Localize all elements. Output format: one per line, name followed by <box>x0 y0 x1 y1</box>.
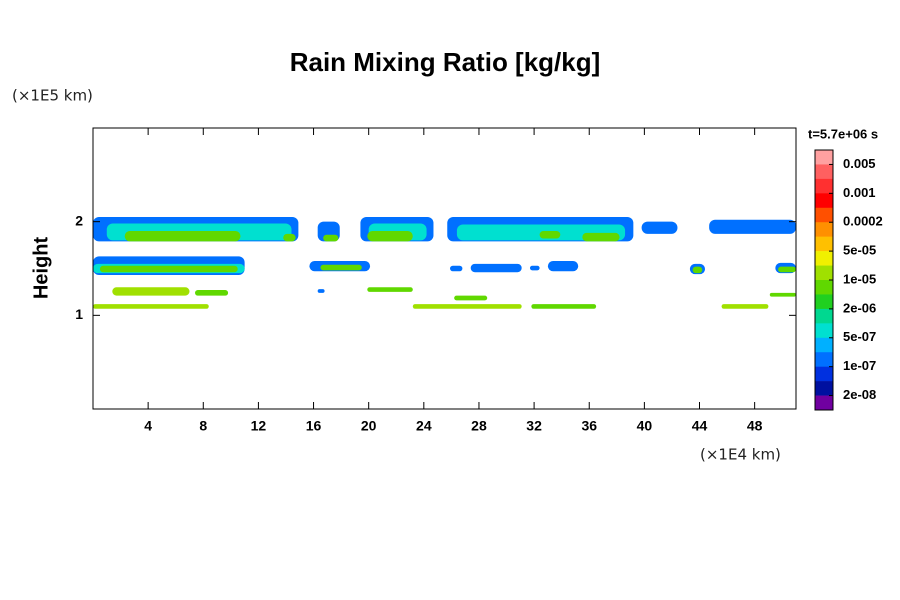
x-tick-label: 8 <box>199 418 207 434</box>
x-unit: (×1E4 km) <box>700 446 781 464</box>
colorbar-box <box>815 222 833 237</box>
contour-cell <box>195 290 229 296</box>
colorbar-label: 1e-07 <box>843 358 876 373</box>
colorbar-box <box>815 366 833 382</box>
colorbar-box <box>815 193 833 209</box>
contour-cell <box>547 261 579 272</box>
colorbar-label: 2e-06 <box>843 300 876 315</box>
y-tick-label: 2 <box>75 212 83 228</box>
contour-cell <box>99 265 238 273</box>
colorbar-label: 2e-08 <box>843 387 876 402</box>
contour-cell <box>367 231 413 242</box>
contour-cell <box>582 232 620 242</box>
colorbar-box <box>815 381 833 396</box>
contour-cell <box>641 221 678 234</box>
contour-cell <box>367 287 413 292</box>
colorbar-box <box>815 150 833 165</box>
colorbar-box <box>815 178 833 194</box>
x-tick-label: 40 <box>637 418 653 434</box>
contour-cell <box>283 233 296 242</box>
contour-cell <box>124 231 241 242</box>
colorbar-title: t=5.7e+06 s <box>808 126 878 141</box>
y-unit: (×1E5 km) <box>12 87 93 105</box>
x-tick-label: 44 <box>692 418 708 434</box>
colorbar-box <box>815 352 833 367</box>
colorbar-box <box>815 207 833 223</box>
contour-cell <box>317 289 325 293</box>
colorbar-label: 5e-05 <box>843 243 876 258</box>
contour-cell <box>529 265 540 271</box>
x-tick-label: 20 <box>361 418 377 434</box>
colorbar-box <box>815 164 833 180</box>
x-tick-label: 48 <box>747 418 763 434</box>
x-tick-label: 24 <box>416 418 432 434</box>
contour-cell <box>450 265 463 272</box>
x-tick-label: 36 <box>581 418 597 434</box>
y-axis-label: Height <box>30 237 52 300</box>
colorbar-box <box>815 337 833 353</box>
chart-title: Rain Mixing Ratio [kg/kg] <box>290 47 601 77</box>
contour-cell <box>721 304 769 309</box>
contour-cell <box>531 304 597 309</box>
colorbar-box <box>815 323 833 339</box>
contour-cell <box>470 263 522 273</box>
colorbar-box <box>815 280 833 295</box>
x-tick-label: 4 <box>144 418 152 434</box>
colorbar-label: 5e-07 <box>843 329 876 344</box>
contour-cell <box>320 264 362 271</box>
colorbar-box <box>815 265 833 281</box>
x-tick-label: 16 <box>306 418 322 434</box>
contour-cell <box>709 219 796 234</box>
contour-cell <box>454 295 488 301</box>
colorbar-box <box>815 294 833 310</box>
contour-cell <box>112 287 190 296</box>
contour-cell <box>93 304 209 309</box>
colorbar-box <box>815 236 833 252</box>
x-tick-label: 12 <box>251 418 267 434</box>
colorbar-label: 0.001 <box>843 185 876 200</box>
y-tick-label: 1 <box>75 306 83 322</box>
colorbar-label: 0.0002 <box>843 214 883 229</box>
colorbar-box <box>815 395 833 411</box>
x-tick-label: 32 <box>526 418 542 434</box>
colorbar-box <box>815 251 833 266</box>
contour-cell <box>412 304 522 309</box>
colorbar-label: 0.005 <box>843 156 876 171</box>
contour-cell <box>769 292 796 297</box>
x-tick-label: 28 <box>471 418 487 434</box>
plot-frame <box>92 127 797 410</box>
contour-cell <box>323 234 339 242</box>
contour-cell <box>778 266 796 273</box>
contour-cell <box>539 231 561 239</box>
colorbar-box <box>815 308 833 324</box>
colorbar-label: 1e-05 <box>843 271 876 286</box>
contour-cell <box>692 266 703 274</box>
